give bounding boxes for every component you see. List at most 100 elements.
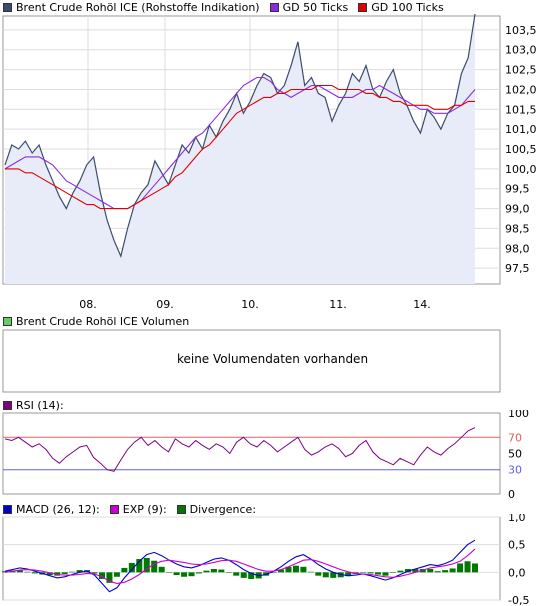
volume-empty-message: keine Volumendaten vorhanden bbox=[176, 352, 369, 366]
legend-item-volume: Brent Crude Rohöl ICE Volumen bbox=[3, 315, 189, 328]
legend-swatch-macd bbox=[3, 504, 12, 514]
macd-divergence-bar bbox=[449, 568, 456, 573]
rsi-plot-border bbox=[2, 412, 501, 495]
macd-divergence-bar bbox=[233, 572, 240, 576]
macd-divergence-bar bbox=[46, 572, 53, 576]
macd-divergence-bar bbox=[389, 572, 396, 573]
macd-divergence-bar bbox=[434, 571, 441, 573]
price-x-tick-label: 10. bbox=[241, 298, 259, 311]
macd-divergence-bar bbox=[203, 570, 210, 573]
macd-divergence-bar bbox=[464, 561, 471, 573]
legend-swatch-divergence bbox=[176, 504, 186, 514]
macd-divergence-bar bbox=[248, 572, 255, 579]
price-y-tick-label: 97,5 bbox=[505, 262, 530, 275]
legend-label-exp: EXP (9): bbox=[122, 502, 167, 516]
legend-item-macd: MACD (26, 12): bbox=[3, 503, 100, 516]
legend-swatch-volume bbox=[3, 316, 12, 326]
macd-divergence-bar bbox=[285, 566, 292, 573]
legend-swatch-price bbox=[3, 2, 12, 12]
price-y-tick-label: 101,0 bbox=[505, 123, 537, 136]
rsi-y-tick-label: 50 bbox=[508, 448, 522, 461]
macd-divergence-bar bbox=[16, 570, 23, 573]
macd-divergence-bar bbox=[136, 559, 143, 573]
macd-y-tick-label: 1,0 bbox=[508, 514, 526, 524]
price-series-line-1 bbox=[4, 76, 476, 210]
rsi-series-line bbox=[4, 427, 476, 472]
price-series-line-2 bbox=[5, 84, 475, 210]
legend-swatch-gd50 bbox=[269, 2, 279, 12]
macd-divergence-bar bbox=[330, 572, 337, 578]
macd-divergence-bar bbox=[181, 572, 188, 577]
volume-legend: Brent Crude Rohöl ICE Volumen bbox=[3, 314, 199, 328]
price-legend: Brent Crude Rohöl ICE (Rohstoffe Indikat… bbox=[3, 0, 454, 14]
macd-y-tick-label: 0,5 bbox=[508, 539, 526, 552]
macd-legend: MACD (26, 12): EXP (9): Divergence: bbox=[3, 502, 266, 516]
price-y-tick-label: 103,0 bbox=[505, 44, 537, 57]
legend-label-rsi: RSI (14): bbox=[16, 398, 64, 412]
macd-divergence-bar bbox=[397, 570, 404, 573]
price-y-tick-label: 100,5 bbox=[505, 143, 537, 156]
legend-item-gd50: GD 50 Ticks bbox=[269, 1, 348, 14]
price-y-tick-label: 99,0 bbox=[505, 203, 530, 216]
macd-divergence-bar bbox=[457, 563, 464, 573]
macd-divergence-bar bbox=[31, 572, 38, 574]
volume-plot-border bbox=[2, 329, 501, 393]
price-y-tick-label: 99,5 bbox=[505, 183, 530, 196]
rsi-legend: RSI (14): bbox=[3, 398, 74, 412]
macd-divergence-bar bbox=[442, 570, 449, 573]
macd-divergence-bar bbox=[69, 571, 76, 573]
macd-divergence-bar bbox=[278, 569, 285, 573]
macd-divergence-bar bbox=[322, 572, 329, 578]
price-y-tick-label: 103,5 bbox=[505, 24, 537, 37]
price-x-tick-label: 11. bbox=[329, 298, 347, 311]
macd-divergence-bar bbox=[195, 572, 202, 574]
price-y-tick-label: 98,5 bbox=[505, 222, 530, 235]
macd-divergence-bar bbox=[472, 563, 478, 573]
macd-divergence-bar bbox=[173, 572, 180, 576]
macd-divergence-bar bbox=[24, 571, 31, 573]
legend-label-volume: Brent Crude Rohöl ICE Volumen bbox=[16, 314, 190, 328]
macd-divergence-bar bbox=[143, 557, 150, 573]
price-series-line-0 bbox=[4, 14, 476, 259]
price-y-tick-label: 100,0 bbox=[505, 163, 537, 176]
macd-divergence-bar bbox=[61, 572, 68, 574]
legend-label-gd100: GD 100 Ticks bbox=[371, 0, 444, 14]
macd-chart: -0,5 0,0 0,5 1,0 bbox=[2, 514, 529, 606]
macd-divergence-bar bbox=[188, 572, 195, 577]
macd-divergence-bar bbox=[412, 569, 419, 573]
macd-divergence-bar bbox=[292, 565, 299, 573]
macd-divergence-bar bbox=[375, 572, 382, 575]
rsi-y-tick-label: 70 bbox=[508, 431, 522, 444]
macd-divergence-bar bbox=[98, 572, 105, 579]
price-area-fill bbox=[5, 14, 475, 284]
macd-divergence-bar bbox=[367, 572, 374, 574]
macd-divergence-bar bbox=[218, 569, 225, 573]
macd-divergence-bar bbox=[300, 566, 307, 573]
price-x-tick-label: 08. bbox=[79, 298, 97, 311]
legend-swatch-rsi bbox=[3, 400, 12, 410]
macd-divergence-bar bbox=[307, 571, 314, 573]
legend-item-exp: EXP (9): bbox=[109, 502, 167, 516]
rsi-y-tick-label: 30 bbox=[508, 464, 522, 477]
legend-item-divergence: Divergence: bbox=[176, 503, 256, 516]
macd-divergence-bar bbox=[427, 569, 434, 573]
volume-frame bbox=[2, 329, 501, 393]
legend-swatch-gd100 bbox=[358, 2, 368, 12]
macd-divergence-bar bbox=[106, 572, 113, 583]
macd-divergence-bar bbox=[113, 572, 120, 577]
price-x-tick-label: 14. bbox=[413, 298, 431, 311]
macd-divergence-bar bbox=[158, 566, 165, 573]
legend-label-macd: MACD (26, 12): bbox=[16, 502, 100, 516]
rsi-y-tick-label: 0 bbox=[508, 488, 515, 501]
macd-divergence-bar bbox=[91, 572, 98, 574]
macd-divergence-bar bbox=[128, 562, 135, 573]
price-chart: 97,5 98,0 98,5 99,0 99,5 100,0 100,5 101,0 101,5… bbox=[2, 14, 537, 311]
macd-divergence-bar bbox=[345, 572, 352, 577]
macd-y-tick-label: -0,5 bbox=[508, 594, 529, 606]
macd-plot-border bbox=[2, 516, 501, 601]
macd-y-tick-label: 0,0 bbox=[508, 566, 526, 579]
legend-item-rsi: RSI (14): bbox=[3, 399, 64, 412]
macd-divergence-bar bbox=[210, 569, 217, 573]
price-x-tick-label: 09. bbox=[156, 298, 174, 311]
macd-series-line-1 bbox=[4, 548, 476, 584]
